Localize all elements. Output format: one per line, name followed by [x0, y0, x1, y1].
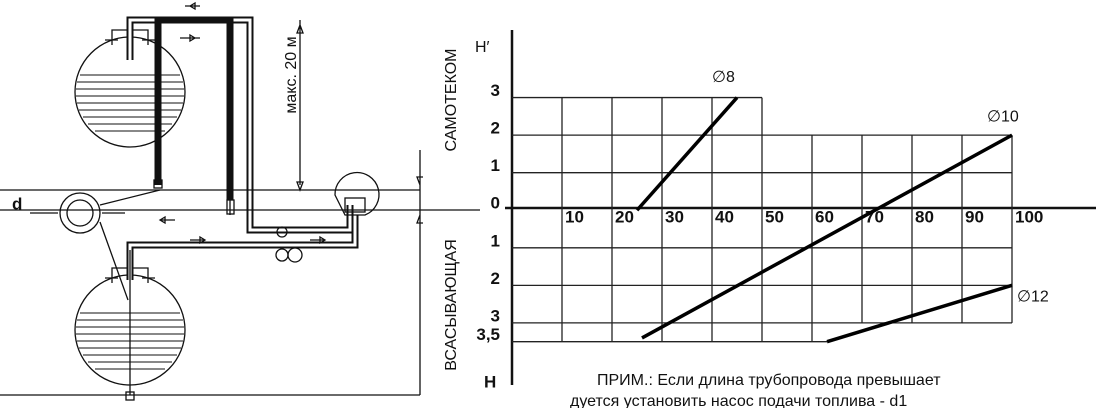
height-label: макс. 20 м — [283, 36, 300, 113]
series-line — [635, 96, 739, 212]
y-tick-label: 1 — [491, 156, 500, 175]
x-tick-label: 100 — [1015, 207, 1043, 226]
y-tick-label: 3 — [491, 81, 500, 100]
y-tick-label: 1 — [491, 231, 500, 250]
y-label-top: H′ — [475, 39, 490, 56]
series-label: ∅8 — [712, 69, 735, 86]
y-tick-label: 0 — [491, 194, 500, 213]
y-tick-label: 3 — [491, 306, 500, 325]
schematic: d макс. 20 м — [0, 1, 480, 401]
x-tick-label: 60 — [815, 207, 834, 226]
x-tick-label: 40 — [715, 207, 734, 226]
series-label: ∅12 — [1017, 289, 1049, 306]
region-bottom: ВСАСЫВАЮЩАЯ — [443, 239, 460, 371]
series-line — [641, 133, 1013, 340]
y-tick-label: 2 — [491, 119, 500, 138]
y-tick-label: 2 — [491, 269, 500, 288]
series-label: ∅10 — [987, 108, 1019, 125]
x-tick-label: 50 — [765, 207, 784, 226]
region-top: САМОТЕКОМ — [443, 48, 460, 151]
series-line — [826, 283, 1013, 344]
x-tick-label: 80 — [915, 207, 934, 226]
note-line: дуется установить насос подачи топлива -… — [570, 393, 907, 408]
note-line: ПРИМ.: Если длина трубопровода превышает — [597, 372, 941, 389]
pipe-label: d — [12, 194, 22, 213]
x-tick-label: 10 — [565, 207, 584, 226]
x-tick-label: 20 — [615, 207, 634, 226]
y-tick-label: 3,5 — [476, 325, 500, 344]
chart: H′ H САМОТЕКОМ ВСАСЫВАЮЩАЯ ПРИМ.: Если д… — [443, 30, 1096, 408]
x-tick-label: 90 — [965, 207, 984, 226]
y-label-bottom: H — [484, 372, 496, 391]
x-tick-label: 30 — [665, 207, 684, 226]
